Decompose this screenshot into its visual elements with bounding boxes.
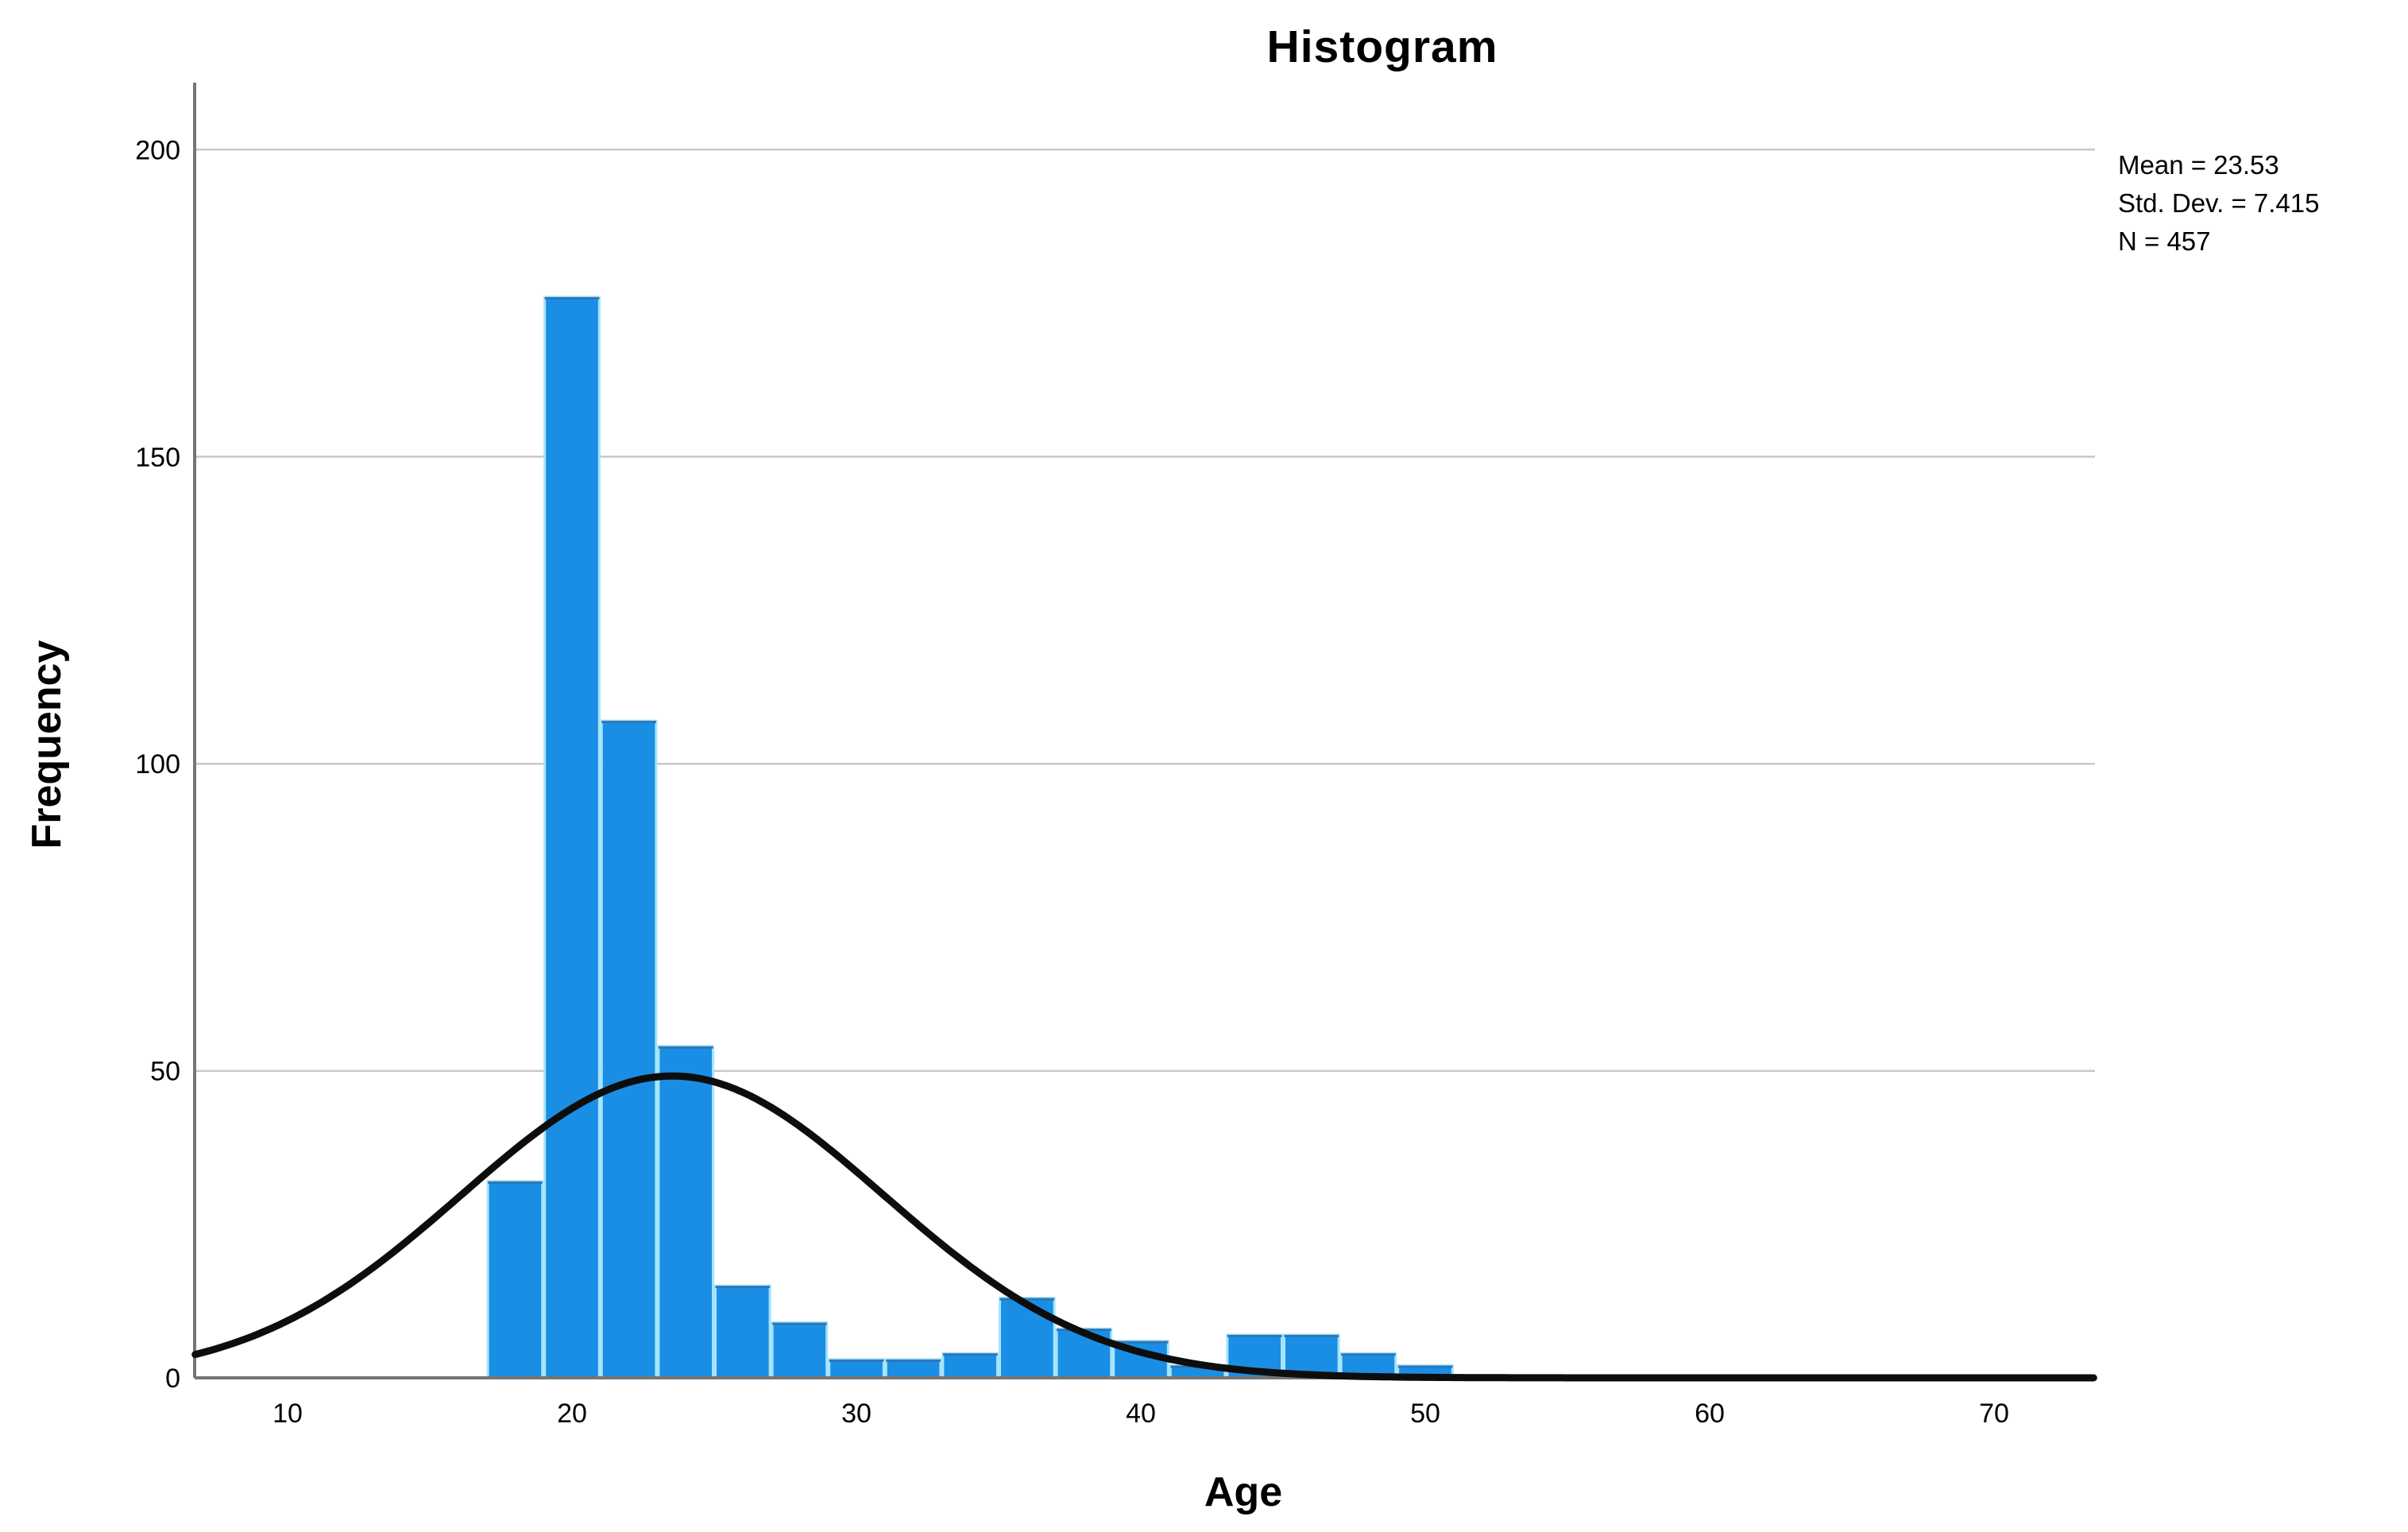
y-tick-label: 150 xyxy=(135,443,180,473)
x-tick-label: 70 xyxy=(1979,1399,2009,1429)
histogram-bar xyxy=(600,719,658,1379)
stat-mean: Mean = 23.53 xyxy=(2118,150,2279,180)
stats-legend: Mean = 23.53 Std. Dev. = 7.415 N = 457 xyxy=(2118,146,2319,261)
stat-stddev: Std. Dev. = 7.415 xyxy=(2118,188,2320,218)
histogram-bar xyxy=(771,1321,829,1379)
x-axis-title: Age xyxy=(1204,1469,1283,1515)
histogram-bar xyxy=(884,1358,942,1379)
histogram-bar xyxy=(828,1358,885,1379)
histogram-bar xyxy=(714,1284,771,1379)
y-tick-label: 100 xyxy=(135,749,180,780)
stat-n: N = 457 xyxy=(2118,226,2211,256)
histogram-bar xyxy=(657,1045,715,1379)
x-tick-label: 30 xyxy=(841,1399,872,1429)
histogram-bar xyxy=(486,1180,544,1379)
x-tick-label: 40 xyxy=(1126,1399,1156,1429)
y-tick-label: 0 xyxy=(165,1364,180,1394)
histogram-bar xyxy=(941,1352,999,1379)
x-tick-label: 20 xyxy=(557,1399,587,1429)
histogram-bar xyxy=(999,1297,1056,1379)
y-tick-label: 50 xyxy=(150,1057,180,1087)
y-tick-label: 200 xyxy=(135,135,180,165)
x-tick-label: 50 xyxy=(1410,1399,1440,1429)
x-tick-label: 60 xyxy=(1695,1399,1725,1429)
histogram-bar xyxy=(543,296,601,1379)
chart-title: Histogram xyxy=(1266,21,1498,72)
x-tick-label: 10 xyxy=(272,1399,303,1429)
normal-curve xyxy=(191,1072,2097,1382)
